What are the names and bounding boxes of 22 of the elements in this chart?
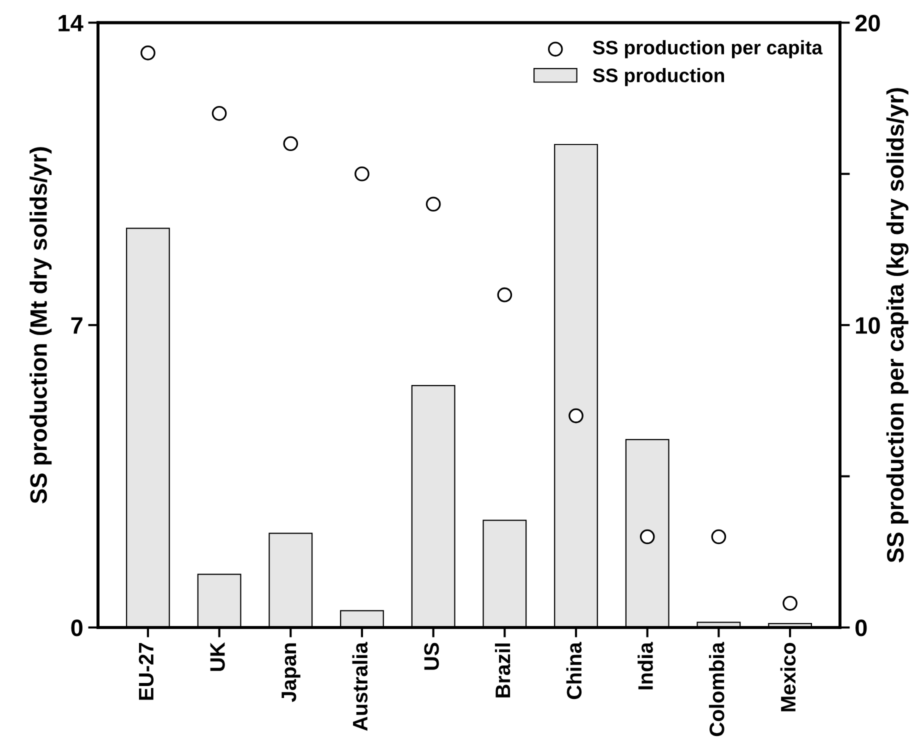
x-tick-label: India (638, 642, 653, 690)
x-tick-label: Mexico (780, 642, 796, 712)
x-tick-label: US (424, 642, 439, 670)
y-axis-title: SS production (Mt dry solids/yr) (30, 147, 52, 504)
x-tick-label: Japan (282, 643, 300, 702)
point (640, 529, 655, 544)
x-tick-label: China (566, 642, 582, 700)
y-tick-label: 14 (58, 14, 84, 32)
legend-label: SS production per capita (592, 40, 823, 58)
y2-tick-label: 0 (855, 620, 867, 636)
x-tick-label: EU-27 (138, 642, 154, 700)
legend-label: SS production (592, 68, 724, 86)
x-tick-label: UK (210, 642, 225, 671)
y2-tick-label: 20 (855, 14, 880, 32)
x-tick-label: Colombia (708, 642, 724, 736)
x-tick-label: Brazil (494, 644, 510, 698)
y2-axis-title: SS production per capita (kg dry solids/yr) (886, 88, 908, 563)
y-tick-label: 0 (71, 620, 82, 636)
point (568, 408, 584, 424)
y2-tick-label: 10 (856, 317, 880, 334)
y-tick-label: 7 (71, 317, 82, 334)
x-tick-label: Australia (352, 642, 368, 731)
